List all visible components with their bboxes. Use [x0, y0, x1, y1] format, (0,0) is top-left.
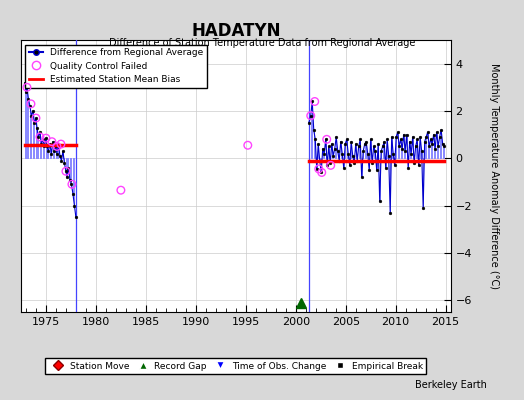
Difference from Regional Average: [37, 130, 43, 135]
Difference from Regional Average: [67, 177, 73, 182]
Point: [36, 134, 44, 140]
Point: [314, 166, 323, 172]
Point: [307, 112, 315, 119]
Point: [244, 142, 252, 148]
Text: Berkeley Earth: Berkeley Earth: [416, 380, 487, 390]
Difference from Regional Average: [43, 136, 49, 140]
Difference from Regional Average: [68, 182, 74, 187]
Text: Difference of Station Temperature Data from Regional Average: Difference of Station Temperature Data f…: [109, 38, 415, 48]
Point: [27, 101, 35, 107]
Difference from Regional Average: [38, 142, 45, 146]
Point: [48, 138, 56, 145]
Difference from Regional Average: [61, 160, 68, 165]
Point: [53, 143, 61, 150]
Difference from Regional Average: [56, 142, 62, 146]
Difference from Regional Average: [30, 108, 36, 113]
Difference from Regional Average: [66, 165, 72, 170]
Point: [311, 98, 319, 105]
Difference from Regional Average: [31, 120, 38, 125]
Difference from Regional Average: [33, 116, 39, 120]
Difference from Regional Average: [23, 90, 29, 94]
Difference from Regional Average: [51, 149, 58, 154]
Difference from Regional Average: [34, 125, 40, 130]
Title: HADATYN: HADATYN: [191, 22, 280, 40]
Point: [323, 136, 331, 142]
Difference from Regional Average: [44, 144, 50, 149]
Point: [62, 168, 70, 174]
Difference from Regional Average: [57, 154, 63, 158]
Difference from Regional Average: [22, 80, 28, 85]
Difference from Regional Average: [50, 139, 56, 144]
Difference from Regional Average: [63, 169, 69, 174]
Point: [326, 162, 335, 168]
Difference from Regional Average: [60, 149, 66, 154]
Difference from Regional Average: [47, 142, 53, 146]
Point: [318, 169, 326, 176]
Difference from Regional Average: [71, 203, 78, 208]
Line: Difference from Regional Average: Difference from Regional Average: [24, 81, 78, 219]
Difference from Regional Average: [54, 151, 60, 156]
Point: [32, 115, 40, 121]
Point: [68, 181, 76, 188]
Point: [117, 187, 125, 193]
Difference from Regional Average: [41, 144, 48, 149]
Y-axis label: Monthly Temperature Anomaly Difference (°C): Monthly Temperature Anomaly Difference (…: [489, 63, 499, 289]
Difference from Regional Average: [58, 158, 64, 163]
Difference from Regional Average: [73, 215, 79, 220]
Difference from Regional Average: [48, 151, 54, 156]
Difference from Regional Average: [70, 191, 76, 196]
Difference from Regional Average: [45, 149, 51, 154]
Difference from Regional Average: [25, 97, 31, 102]
Difference from Regional Average: [28, 113, 35, 118]
Difference from Regional Average: [64, 175, 70, 180]
Difference from Regional Average: [40, 137, 46, 142]
Point: [23, 84, 31, 90]
Difference from Regional Average: [27, 104, 33, 109]
Point: [42, 135, 50, 141]
Difference from Regional Average: [24, 85, 30, 90]
Difference from Regional Average: [35, 134, 41, 139]
Difference from Regional Average: [53, 144, 59, 149]
Legend: Station Move, Record Gap, Time of Obs. Change, Empirical Break: Station Move, Record Gap, Time of Obs. C…: [45, 358, 427, 374]
Point: [57, 141, 65, 147]
